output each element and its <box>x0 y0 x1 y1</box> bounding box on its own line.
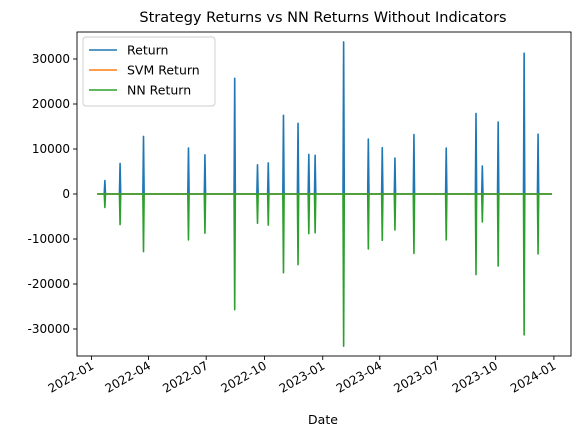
y-tick-label: 0 <box>62 187 70 201</box>
legend-label: SVM Return <box>127 63 200 78</box>
legend-label: Return <box>127 43 168 58</box>
y-tick-label: -10000 <box>27 232 70 246</box>
y-tick-label: 30000 <box>32 52 70 66</box>
plot-area <box>97 41 552 347</box>
x-axis-label: Date <box>308 412 338 427</box>
y-tick-label: -20000 <box>27 277 70 291</box>
y-axis: -30000 -20000 -10000 0 10000 20000 30000 <box>27 52 77 336</box>
series-line-nn-return <box>97 193 552 347</box>
y-tick-label: 20000 <box>32 97 70 111</box>
legend-label: NN Return <box>127 83 191 98</box>
y-tick-label: -30000 <box>27 322 70 336</box>
chart-title: Strategy Returns vs NN Returns Without I… <box>139 10 506 26</box>
legend-box <box>82 36 216 107</box>
legend: Return SVM Return NN Return <box>82 36 216 107</box>
series-line-return <box>97 41 552 195</box>
y-tick-label: 10000 <box>32 142 70 156</box>
